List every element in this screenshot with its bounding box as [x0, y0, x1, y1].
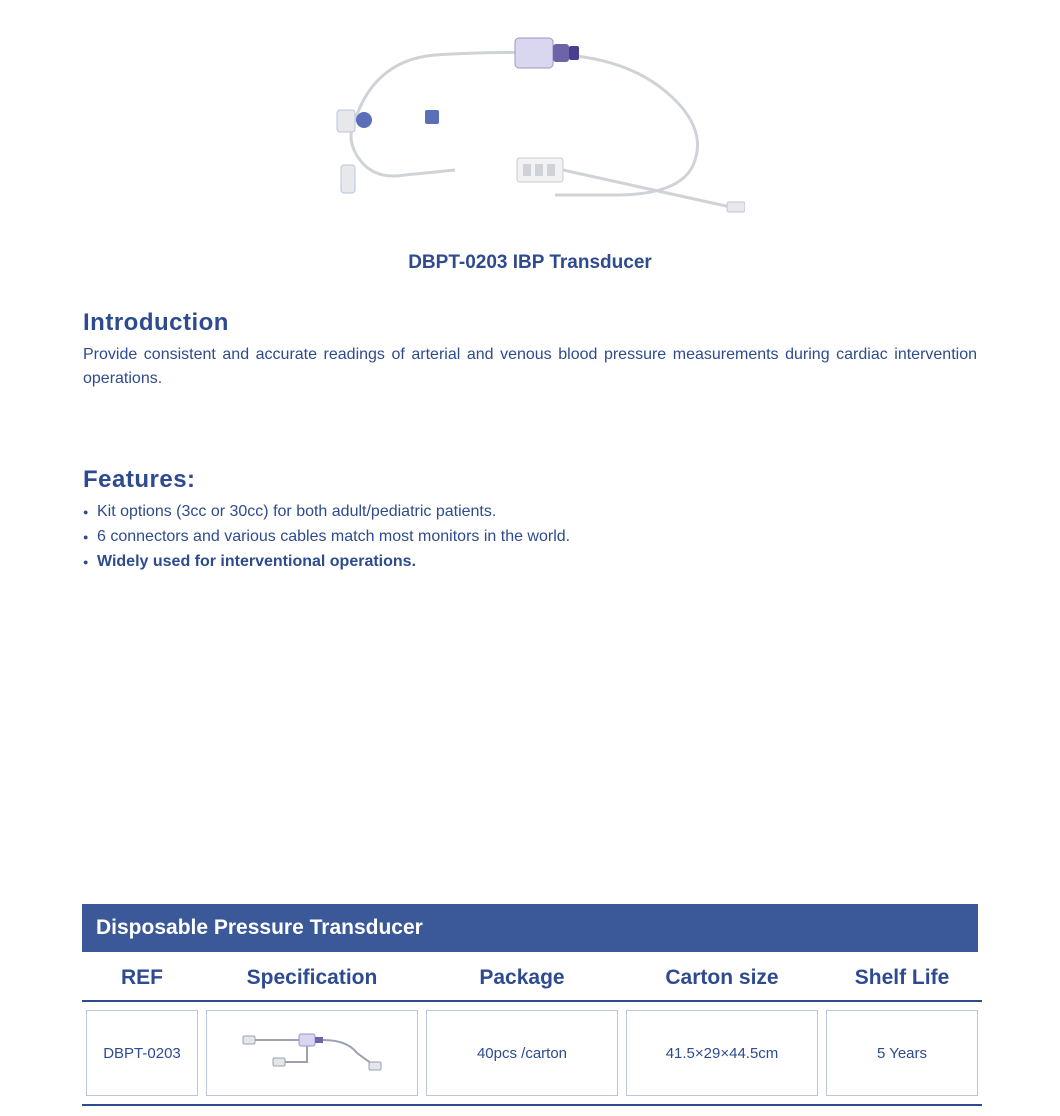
feature-item: 6 connectors and various cables match mo… [83, 525, 977, 550]
introduction-text: Provide consistent and accurate readings… [83, 343, 977, 391]
col-header-shelflife: Shelf Life [822, 952, 982, 1001]
introduction-section: Introduction Provide consistent and accu… [0, 309, 1060, 391]
col-header-carton: Carton size [622, 952, 822, 1001]
product-caption: DBPT-0203 IBP Transducer [0, 252, 1060, 274]
col-header-spec: Specification [202, 952, 422, 1001]
features-section: Features: Kit options (3cc or 30cc) for … [0, 466, 1060, 574]
spec-table-section: Disposable Pressure Transducer REF Speci… [0, 904, 1060, 1106]
product-image [0, 0, 1060, 240]
feature-list: Kit options (3cc or 30cc) for both adult… [83, 500, 977, 574]
feature-item: Widely used for interventional operation… [83, 550, 977, 575]
table-row: DBPT-0203 [82, 1001, 982, 1105]
spec-table: REF Specification Package Carton size Sh… [82, 952, 982, 1106]
spec-table-title: Disposable Pressure Transducer [82, 904, 978, 952]
cell-package: 40pcs /carton [426, 1010, 618, 1096]
table-header-row: REF Specification Package Carton size Sh… [82, 952, 982, 1001]
cell-shelf-life: 5 Years [826, 1010, 978, 1096]
cell-ref: DBPT-0203 [86, 1010, 198, 1096]
cell-carton-size: 41.5×29×44.5cm [626, 1010, 818, 1096]
spec-diagram-icon [237, 1018, 387, 1088]
col-header-package: Package [422, 952, 622, 1001]
cell-spec-diagram [206, 1010, 418, 1096]
introduction-title: Introduction [83, 309, 977, 337]
transducer-illustration [315, 10, 745, 230]
col-header-ref: REF [82, 952, 202, 1001]
feature-item: Kit options (3cc or 30cc) for both adult… [83, 500, 977, 525]
features-title: Features: [83, 466, 977, 494]
